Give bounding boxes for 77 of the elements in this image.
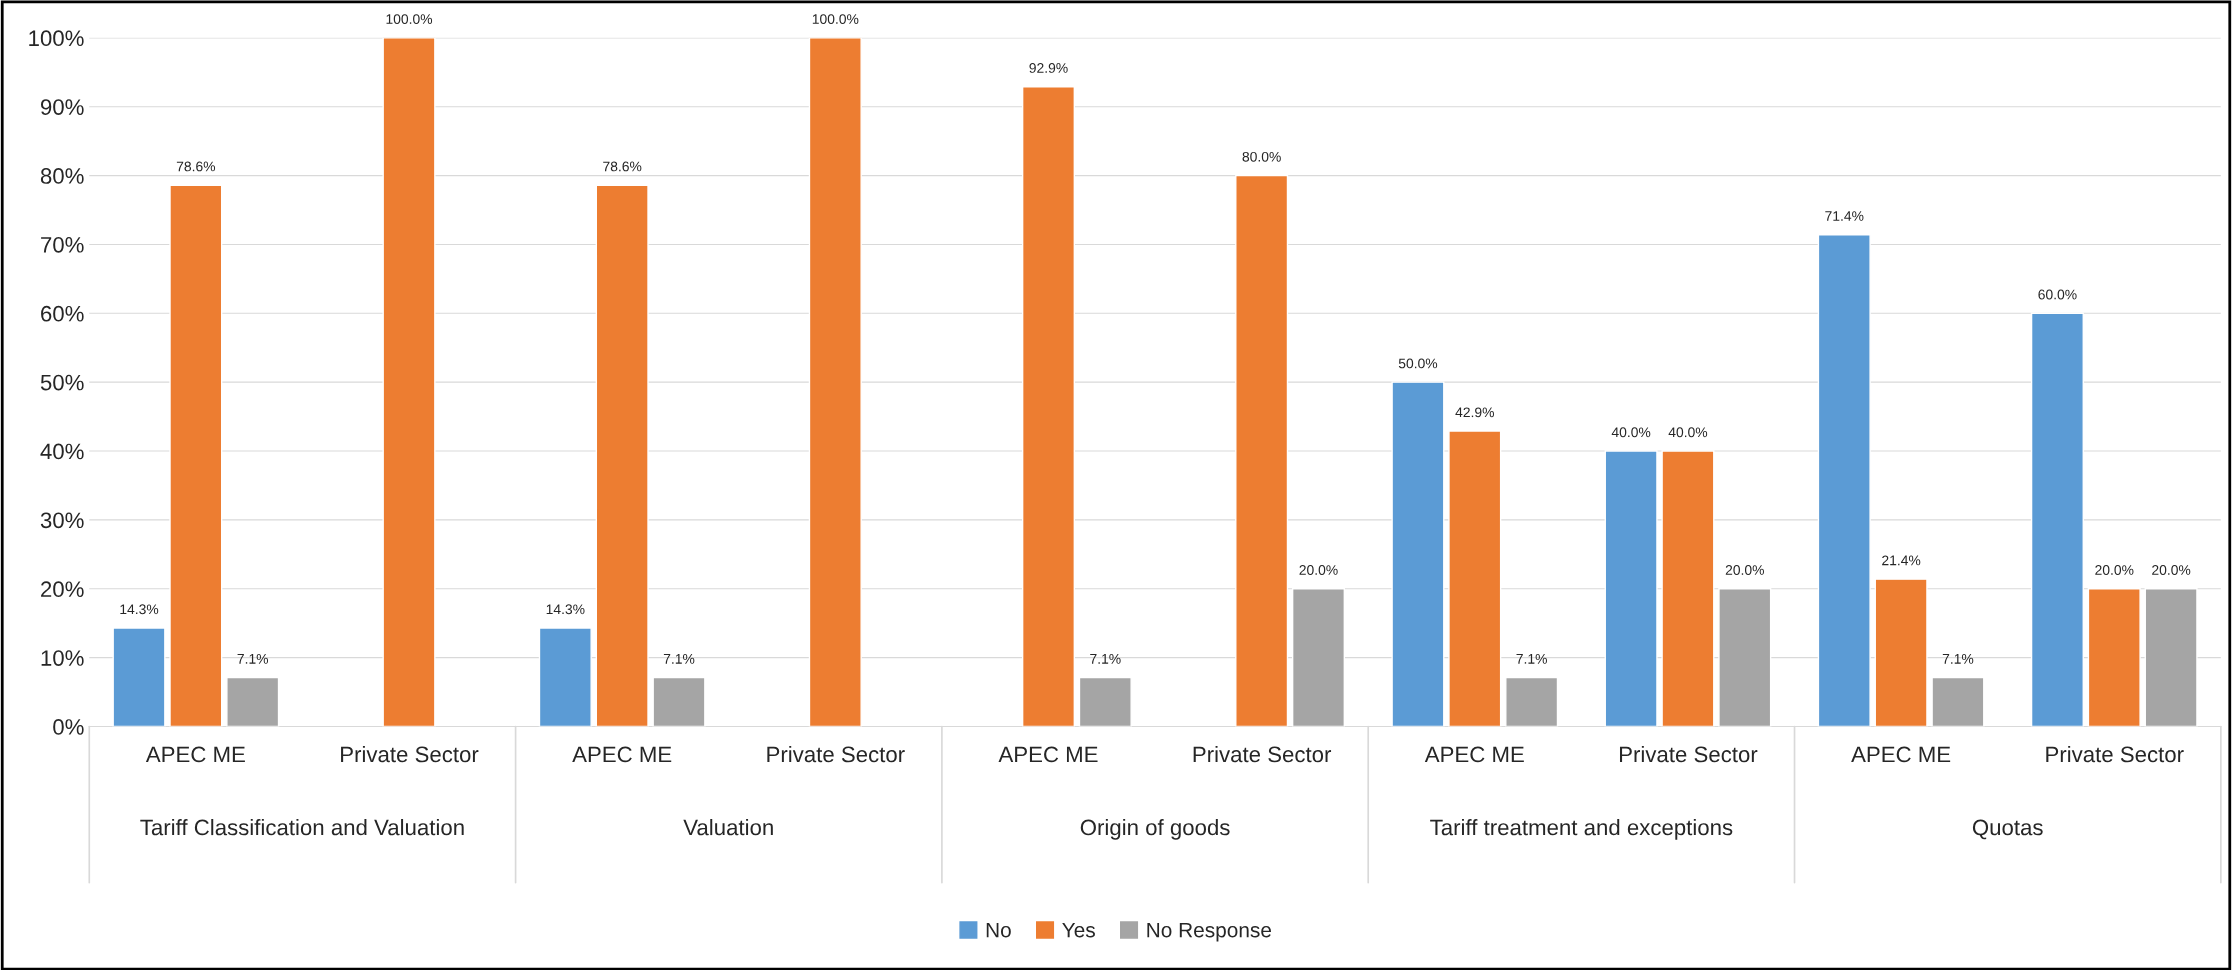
bar [2144,588,2198,727]
bar [595,184,649,727]
y-tick-label: 20% [41,581,84,598]
y-tick-label: 40% [40,443,84,460]
data-label: 78.6% [176,161,216,172]
data-label: 20.0% [2095,565,2134,575]
x-tick-label: Private Sector [767,745,905,763]
data-label: 40.0% [1668,427,1708,438]
legend-label: No [986,922,1011,938]
bar [1078,676,1132,727]
bar [169,184,223,727]
bar [538,627,592,727]
data-label: 71.4% [1825,211,1864,221]
data-label: 7.1% [237,654,269,664]
x-tick-label: APEC ME [998,746,1098,763]
x-tick-label: Private Sector [1193,745,1332,763]
bar [652,676,706,727]
data-label: 14.3% [120,604,159,615]
bar [1661,450,1715,727]
text: Quotas [1972,819,2043,840]
data-label: 7.1% [1516,654,1547,664]
bar [1718,588,1772,727]
y-tick-label: 90% [40,99,84,115]
bar [382,37,436,727]
data-label: 21.4% [1882,555,1921,566]
y-tick-label: 80% [40,168,84,184]
bar [2030,312,2084,727]
y-tick-label: 100% [29,30,84,47]
data-label: 20.0% [1299,565,1338,575]
bar [112,627,166,727]
data-label: 7.1% [1090,654,1121,664]
bar [1874,578,1928,727]
legend-label: No Response [1147,922,1272,942]
data-label: 60.0% [2038,289,2077,300]
data-label: 100.0% [812,14,859,24]
data-label: 40.0% [1611,427,1651,438]
x-tick-label: Private Sector [2046,745,2184,763]
y-tick-label: 30% [40,512,84,529]
data-label: 20.0% [2152,565,2191,575]
y-tick-label: 0% [53,719,84,735]
bar [1235,174,1289,727]
text: Tariff treatment and exceptions [1430,818,1733,840]
bar [1817,234,1871,727]
y-tick-label: 60% [41,305,84,322]
x-tick-label: APEC ME [145,746,245,763]
y-tick-label: 50% [40,374,84,391]
x-tick-label: Private Sector [1620,745,1758,763]
data-label: 92.9% [1029,63,1068,73]
x-tick-label: APEC ME [1851,746,1951,763]
data-label: 20.0% [1725,565,1764,575]
x-tick-label: APEC ME [572,746,672,763]
text: Tariff Classification and Valuation [140,818,464,836]
bar [226,676,280,727]
data-label: 78.6% [603,161,642,172]
y-tick-label: 10% [41,650,84,666]
data-label: 7.1% [1942,654,1974,664]
bar [1291,588,1346,727]
data-label: 80.0% [1242,151,1281,162]
bar [1505,676,1559,727]
data-label: 7.1% [663,654,695,664]
data-label: 42.9% [1455,407,1494,418]
bar [808,37,862,727]
legend-label: Yes [1062,922,1095,938]
data-label: 50.0% [1398,358,1438,369]
x-tick-label: APEC ME [1424,746,1524,763]
bar [1448,430,1502,727]
text: Origin of goods [1080,818,1230,840]
x-tick-label: Private Sector [341,745,479,763]
bar [1021,86,1076,727]
data-label: 100.0% [386,14,433,24]
text: Valuation [683,818,773,836]
bar [1604,450,1658,727]
y-tick-label: 70% [41,236,84,253]
bar [1391,381,1445,727]
bar [1931,676,1985,727]
bar [2087,588,2141,727]
data-label: 14.3% [546,604,585,615]
